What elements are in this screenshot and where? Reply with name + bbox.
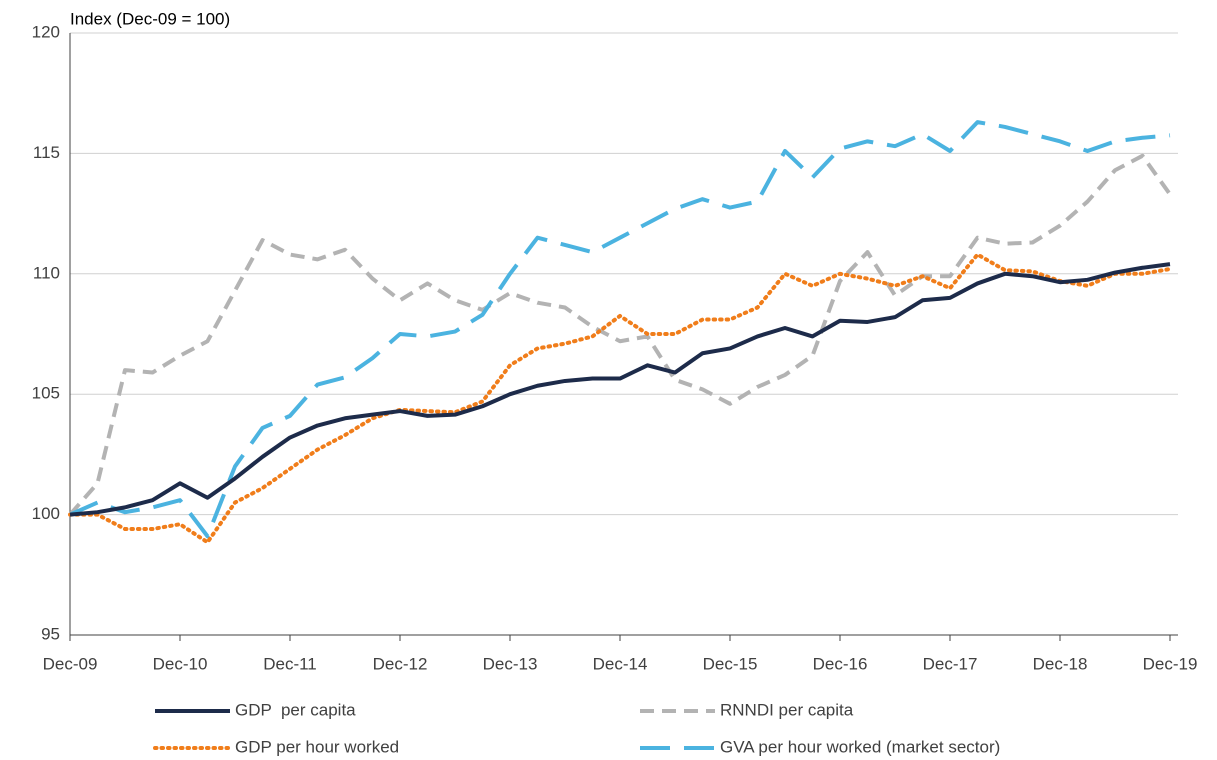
x-tick-label: Dec-11 bbox=[263, 654, 317, 673]
y-tick-label: 115 bbox=[33, 143, 60, 162]
y-tick-label: 110 bbox=[33, 263, 60, 282]
y-axis-title: Index (Dec-09 = 100) bbox=[70, 9, 230, 28]
x-tick-label: Dec-10 bbox=[153, 654, 208, 673]
x-tick-label: Dec-16 bbox=[813, 654, 868, 673]
legend-label: GDP per capita bbox=[235, 700, 356, 719]
x-tick-label: Dec-13 bbox=[483, 654, 538, 673]
x-tick-label: Dec-12 bbox=[373, 654, 428, 673]
x-tick-label: Dec-18 bbox=[1033, 654, 1088, 673]
legend-label: GVA per hour worked (market sector) bbox=[720, 737, 1000, 756]
y-tick-label: 100 bbox=[32, 504, 60, 523]
y-tick-label: 105 bbox=[32, 384, 60, 403]
series-line bbox=[69, 120, 1171, 539]
x-tick-label: Dec-09 bbox=[43, 654, 98, 673]
y-tick-label: 95 bbox=[41, 624, 60, 643]
legend-label: GDP per hour worked bbox=[235, 737, 399, 756]
series-line bbox=[69, 262, 1171, 517]
x-tick-label: Dec-17 bbox=[923, 654, 978, 673]
series-line bbox=[68, 252, 1172, 545]
x-tick-label: Dec-15 bbox=[703, 654, 758, 673]
x-tick-label: Dec-19 bbox=[1143, 654, 1198, 673]
x-tick-label: Dec-14 bbox=[593, 654, 648, 673]
legend-label: RNNDI per capita bbox=[720, 700, 854, 719]
series-line bbox=[68, 153, 1172, 516]
y-tick-label: 120 bbox=[32, 22, 60, 41]
